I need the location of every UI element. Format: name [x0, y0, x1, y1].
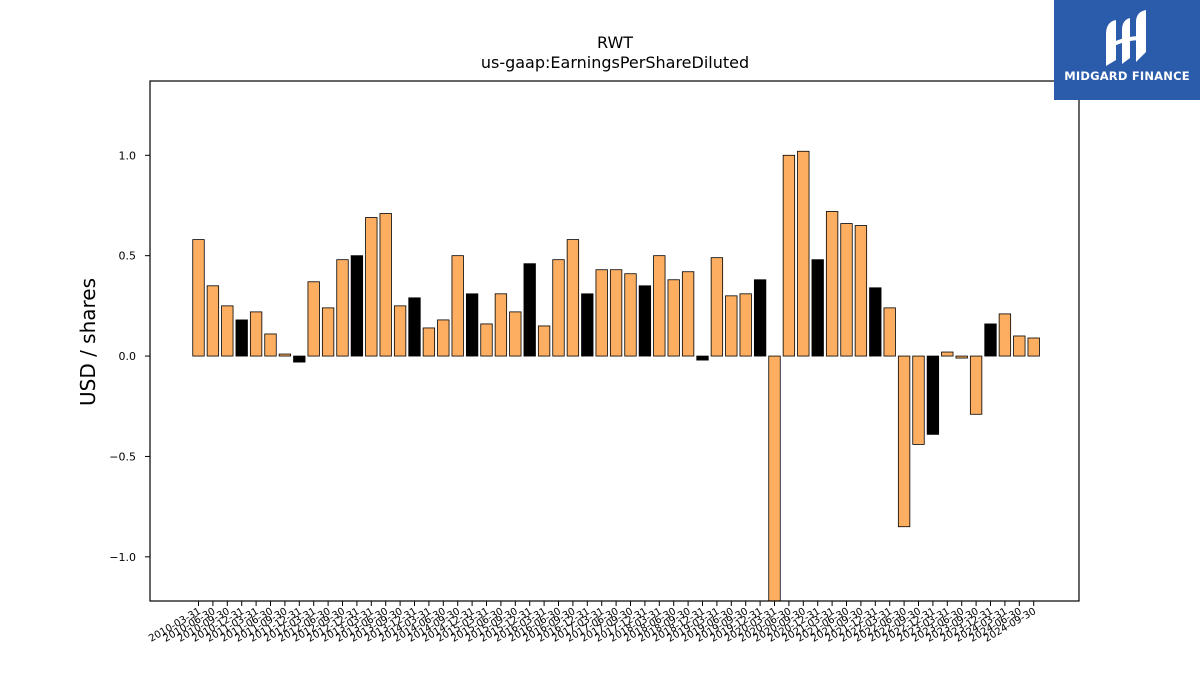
bar-2011-09-30 — [278, 353, 292, 357]
bar-2023-12-31 — [984, 323, 997, 357]
y-tick-label: −1.0 — [109, 551, 136, 564]
chart-title: RWT — [597, 33, 633, 52]
bar-2011-06-30 — [264, 333, 277, 357]
bar-2019-06-30 — [725, 295, 738, 357]
y-tick-label: 0.0 — [119, 350, 137, 363]
bar-2023-03-31 — [941, 351, 954, 357]
y-ticks: −1.0 −0.5 0.0 0.5 1.0 — [109, 149, 150, 564]
bar-2016-09-30 — [566, 239, 580, 357]
chart-subtitle: us-gaap:EarningsPerShareDiluted — [481, 53, 749, 72]
y-tick-label: 1.0 — [119, 149, 137, 162]
bar-2010-12-31 — [235, 319, 248, 357]
bar-2021-12-31 — [869, 287, 882, 357]
bar-2018-03-31 — [653, 255, 666, 357]
bar-2019-12-31 — [753, 279, 767, 357]
y-tick-label: −0.5 — [109, 450, 136, 463]
bar-2023-06-30 — [955, 355, 968, 359]
bar-2014-06-30 — [437, 319, 450, 357]
bar-2010-09-30 — [221, 305, 234, 357]
plot-frame — [149, 80, 1080, 602]
bar-2022-03-31 — [883, 307, 896, 357]
bar-2014-03-31 — [422, 327, 436, 357]
logo-text: MIDGARD FINANCE — [1064, 69, 1190, 83]
bar-2015-06-30 — [494, 293, 508, 357]
bar-2015-09-30 — [509, 311, 522, 357]
bar-2012-09-30 — [336, 259, 349, 357]
bar-2012-06-30 — [321, 307, 335, 357]
bar-2020-12-31 — [811, 259, 824, 357]
bar-2017-06-30 — [609, 269, 623, 357]
bar-2019-03-31 — [710, 257, 724, 357]
bar-2012-12-31 — [350, 255, 364, 357]
bar-2021-09-30 — [854, 225, 868, 357]
bar-2011-03-31 — [249, 311, 263, 357]
bar-2013-06-30 — [379, 213, 392, 357]
bar-2017-09-30 — [624, 273, 637, 357]
bar-2024-06-30 — [1013, 335, 1026, 357]
bar-2020-06-30 — [782, 154, 796, 357]
bar-2015-03-31 — [480, 323, 493, 357]
bar-2023-09-30 — [969, 355, 983, 415]
bar-2024-09-30 — [1027, 337, 1040, 357]
bar-2012-03-31 — [307, 281, 320, 357]
midgard-finance-logo: MIDGARD FINANCE — [1054, 0, 1200, 100]
bar-2016-06-30 — [552, 259, 565, 357]
bar-2018-06-30 — [667, 279, 680, 357]
y-axis-label: USD / shares — [76, 278, 100, 406]
bar-2024-03-31 — [998, 313, 1012, 357]
bar-2022-12-31 — [926, 355, 940, 435]
bar-2021-06-30 — [840, 223, 853, 357]
bars-group — [192, 150, 1040, 602]
bar-2013-03-31 — [365, 217, 378, 357]
bar-2016-12-31 — [581, 293, 594, 357]
bar-2013-12-31 — [408, 297, 421, 357]
bar-2018-09-30 — [681, 271, 695, 357]
bar-2016-03-31 — [537, 325, 551, 357]
bar-2010-06-30 — [206, 285, 220, 357]
midgard-logo-icon — [1106, 10, 1146, 66]
bar-2022-06-30 — [897, 355, 911, 528]
bar-2020-09-30 — [797, 150, 810, 357]
bar-2022-09-30 — [912, 355, 925, 445]
bar-2021-03-31 — [825, 211, 839, 357]
bar-2020-03-31 — [768, 355, 781, 602]
bar-2010-03-31 — [192, 239, 205, 357]
bar-2017-12-31 — [638, 285, 652, 357]
bar-2018-12-31 — [696, 355, 709, 361]
y-tick-label: 0.5 — [119, 250, 137, 263]
bar-2019-09-30 — [739, 293, 752, 357]
bar-2013-09-30 — [393, 305, 407, 357]
bar-2014-09-30 — [451, 255, 464, 357]
bar-2014-12-31 — [465, 293, 479, 357]
x-ticks: 2010-03-312010-06-302010-09-302010-12-31… — [147, 601, 1038, 645]
bar-2011-12-31 — [293, 355, 306, 363]
bar-2017-03-31 — [595, 269, 608, 357]
bar-2015-12-31 — [523, 263, 536, 357]
